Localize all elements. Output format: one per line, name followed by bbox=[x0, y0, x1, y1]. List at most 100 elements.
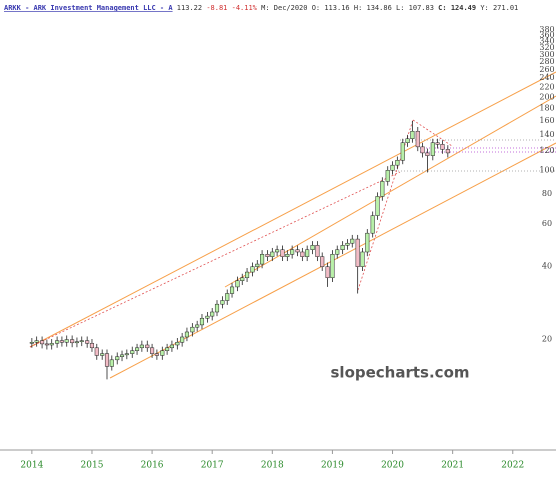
candle-body bbox=[119, 354, 125, 357]
candle-body bbox=[315, 245, 320, 257]
candle-body bbox=[109, 359, 114, 367]
candle-body bbox=[79, 340, 84, 342]
candle-body bbox=[225, 293, 230, 301]
candle-body bbox=[430, 142, 435, 156]
candle-body bbox=[190, 326, 195, 333]
candle-body bbox=[360, 251, 365, 267]
candle-body bbox=[325, 266, 330, 279]
candle-body bbox=[55, 340, 60, 344]
candle-body bbox=[145, 344, 150, 349]
candle-body bbox=[89, 343, 95, 349]
candle-body bbox=[59, 340, 64, 343]
candle-body bbox=[150, 347, 155, 354]
candle-body bbox=[235, 280, 240, 288]
trend-channel-upper bbox=[29, 71, 556, 348]
candle-body bbox=[169, 344, 174, 349]
trend-dotted bbox=[29, 171, 401, 348]
candle-body bbox=[290, 249, 295, 255]
x-tick-label: 2022 bbox=[501, 461, 524, 471]
x-tick-label: 2019 bbox=[321, 461, 344, 471]
candle-body bbox=[420, 146, 425, 154]
y-tick-label: 120 bbox=[539, 146, 554, 155]
candle-body bbox=[350, 238, 355, 244]
x-tick-label: 2014 bbox=[20, 461, 43, 471]
y-tick-label: 240 bbox=[539, 73, 554, 82]
candle-body bbox=[135, 347, 140, 351]
candle-body bbox=[405, 138, 410, 143]
candle-body bbox=[335, 249, 340, 255]
low: L: 107.83 bbox=[396, 4, 434, 12]
y-tick-label: 160 bbox=[539, 116, 554, 125]
y-tick-label: 180 bbox=[539, 103, 554, 112]
candle-body bbox=[380, 181, 385, 197]
candle-body bbox=[415, 130, 420, 148]
candle-body bbox=[330, 254, 335, 279]
candle-body bbox=[260, 254, 265, 265]
candle-body bbox=[410, 130, 415, 140]
close: C: 124.49 bbox=[438, 4, 476, 12]
candle-body bbox=[245, 271, 250, 279]
candle-body bbox=[115, 356, 120, 361]
candle-body bbox=[154, 353, 159, 356]
candle-body bbox=[195, 324, 200, 328]
candle-body bbox=[320, 256, 325, 267]
candle-body bbox=[139, 344, 144, 349]
x-tick-label: 2016 bbox=[141, 461, 164, 471]
candle-body bbox=[70, 339, 75, 344]
watermark: slopecharts.com bbox=[331, 364, 470, 382]
change: -8.81 bbox=[206, 4, 227, 12]
candle-body bbox=[40, 340, 45, 345]
candle-body bbox=[85, 340, 90, 344]
candle-body bbox=[295, 249, 300, 253]
candle-body bbox=[220, 300, 225, 305]
candle-body bbox=[94, 347, 99, 356]
candle-body bbox=[300, 251, 305, 257]
candle-body bbox=[250, 266, 255, 273]
period: M: Dec/2020 bbox=[261, 4, 307, 12]
candle-body bbox=[305, 249, 310, 257]
candle-body bbox=[255, 263, 260, 267]
candle-body bbox=[355, 238, 360, 267]
candle-body bbox=[275, 249, 280, 253]
candle-body bbox=[280, 249, 285, 257]
candle-body bbox=[130, 350, 135, 354]
candle-body bbox=[270, 251, 275, 257]
candle-body bbox=[375, 196, 380, 216]
y-tick-label: 200 bbox=[539, 92, 554, 101]
candle-body bbox=[310, 245, 315, 250]
candle-body bbox=[100, 353, 105, 356]
candle-body bbox=[390, 164, 395, 171]
candle-body bbox=[370, 215, 375, 234]
candle-body bbox=[199, 317, 205, 326]
candle-body bbox=[285, 254, 290, 257]
candle-body bbox=[345, 242, 350, 246]
x-tick-label: 2018 bbox=[261, 461, 284, 471]
y-tick-label: 20 bbox=[542, 335, 552, 344]
candle-body bbox=[205, 315, 210, 319]
x-tick-label: 2021 bbox=[441, 461, 464, 471]
y-tick-label: 340 bbox=[539, 37, 554, 46]
y-tick-label: 280 bbox=[539, 57, 554, 66]
candle-body bbox=[124, 353, 129, 356]
candle-body bbox=[435, 142, 440, 145]
candle-body bbox=[44, 343, 49, 346]
candle-body bbox=[229, 286, 235, 294]
x-tick-label: 2017 bbox=[201, 461, 224, 471]
y-tick-label: 260 bbox=[539, 65, 554, 74]
trend-channel-mid bbox=[224, 95, 556, 288]
candle-body bbox=[440, 144, 445, 150]
candle-body bbox=[29, 341, 34, 344]
year-value: Y: 271.01 bbox=[480, 4, 518, 12]
y-tick-label: 320 bbox=[539, 43, 554, 52]
x-tick-label: 2020 bbox=[381, 461, 404, 471]
candle-body bbox=[184, 331, 189, 338]
candle-body bbox=[210, 311, 215, 317]
candle-body bbox=[240, 277, 245, 281]
change-pct: -4.11% bbox=[232, 4, 258, 12]
last: 113.22 bbox=[177, 4, 202, 12]
candle-body bbox=[49, 343, 54, 346]
candle-body bbox=[175, 341, 180, 346]
header: ARKK - ARK Investment Management LLC - A… bbox=[4, 4, 518, 12]
y-tick-label: 100 bbox=[539, 165, 554, 174]
